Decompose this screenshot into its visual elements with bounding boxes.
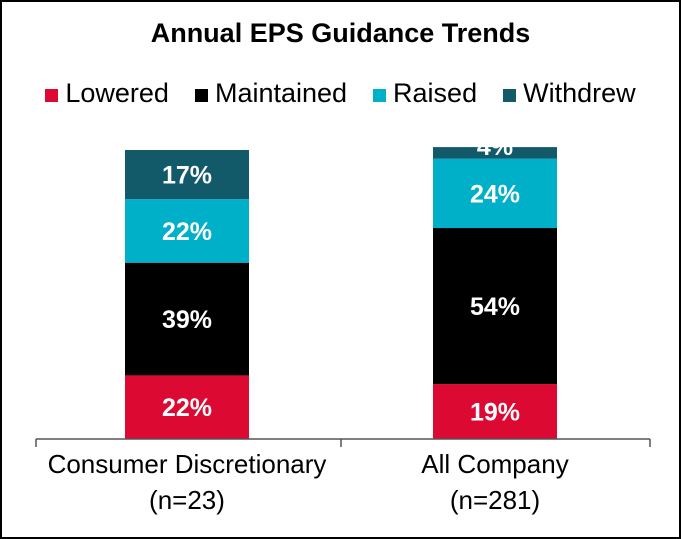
bar-segment-maintained-2 <box>433 228 557 385</box>
category-label-2: All Company <box>421 449 568 479</box>
legend-item-raised: Raised <box>373 78 477 109</box>
legend-label-raised: Raised <box>393 78 478 108</box>
data-label-withdrew-2: 4% <box>477 133 513 161</box>
legend-swatch-raised <box>373 89 387 102</box>
legend-item-withdrew: Withdrew <box>503 78 636 109</box>
legend-label-lowered: Lowered <box>65 78 169 108</box>
category-sublabel-2: (n=281) <box>450 485 540 515</box>
data-label-raised-1: 22% <box>162 218 212 246</box>
data-label-lowered-2: 19% <box>470 399 520 427</box>
bar-segment-lowered-1 <box>125 375 249 439</box>
bar-segment-maintained-1 <box>125 262 249 376</box>
data-label-raised-2: 24% <box>470 180 520 208</box>
chart-legend: Lowered Maintained Raised Withdrew <box>2 78 679 109</box>
data-label-lowered-1: 22% <box>162 394 212 422</box>
data-label-maintained-2: 54% <box>470 293 520 321</box>
chart-title: Annual EPS Guidance Trends <box>150 18 531 48</box>
legend-label-withdrew: Withdrew <box>523 78 636 108</box>
category-sublabel-1: (n=23) <box>149 485 225 515</box>
legend-swatch-withdrew <box>503 89 517 102</box>
legend-item-lowered: Lowered <box>45 78 169 109</box>
category-label-1: Consumer Discretionary <box>48 449 327 479</box>
bar-segment-lowered-2 <box>433 384 557 439</box>
data-label-withdrew-1: 17% <box>162 162 212 190</box>
bar-segment-withdrew-2 <box>433 147 557 159</box>
legend-item-maintained: Maintained <box>194 78 348 109</box>
legend-swatch-maintained <box>194 89 208 102</box>
bar-segment-raised-1 <box>125 199 249 263</box>
legend-label-maintained: Maintained <box>214 78 348 108</box>
bar-segment-withdrew-1 <box>125 150 249 200</box>
bar-segment-raised-2 <box>433 158 557 229</box>
data-label-maintained-1: 39% <box>162 306 212 334</box>
legend-swatch-lowered <box>45 89 59 102</box>
